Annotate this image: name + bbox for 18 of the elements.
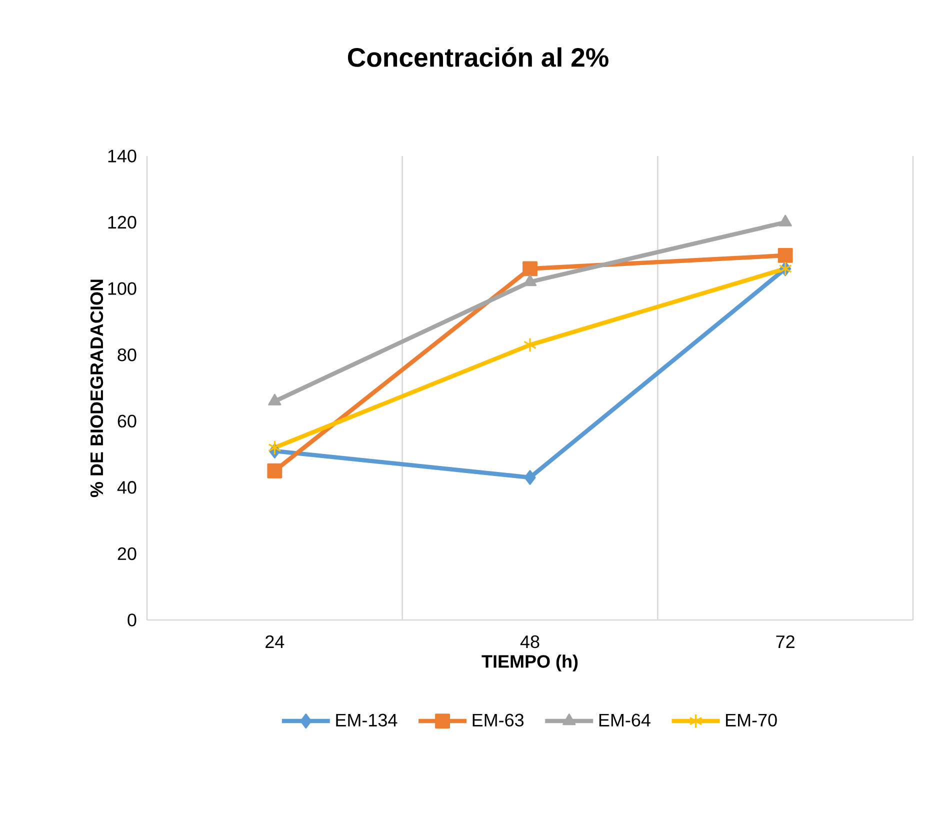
y-tick-label: 120 xyxy=(108,216,136,229)
y-axis-title: % DE BIODEGRADACION xyxy=(90,280,104,498)
chart-title: Concentración al 2% xyxy=(348,47,608,67)
y-tick-label: 60 xyxy=(118,414,136,428)
x-axis-title: TIEMPO (h) xyxy=(482,654,578,672)
x-tick-label: 24 xyxy=(266,635,284,648)
legend-label: EM-70 xyxy=(726,714,777,726)
legend-label: EM-64 xyxy=(599,714,650,726)
y-tick-label: 20 xyxy=(118,547,136,560)
y-tick-label: 40 xyxy=(117,481,136,494)
y-tick-label: 80 xyxy=(118,348,136,362)
x-tick-label: 72 xyxy=(776,635,794,648)
legend-label: EM-63 xyxy=(472,714,524,726)
y-tick-label: 100 xyxy=(108,282,136,295)
y-tick-label: 0 xyxy=(128,614,136,626)
y-tick-label: 140 xyxy=(108,150,136,162)
legend-label: EM-134 xyxy=(336,714,398,726)
x-tick-label: 48 xyxy=(520,635,540,648)
